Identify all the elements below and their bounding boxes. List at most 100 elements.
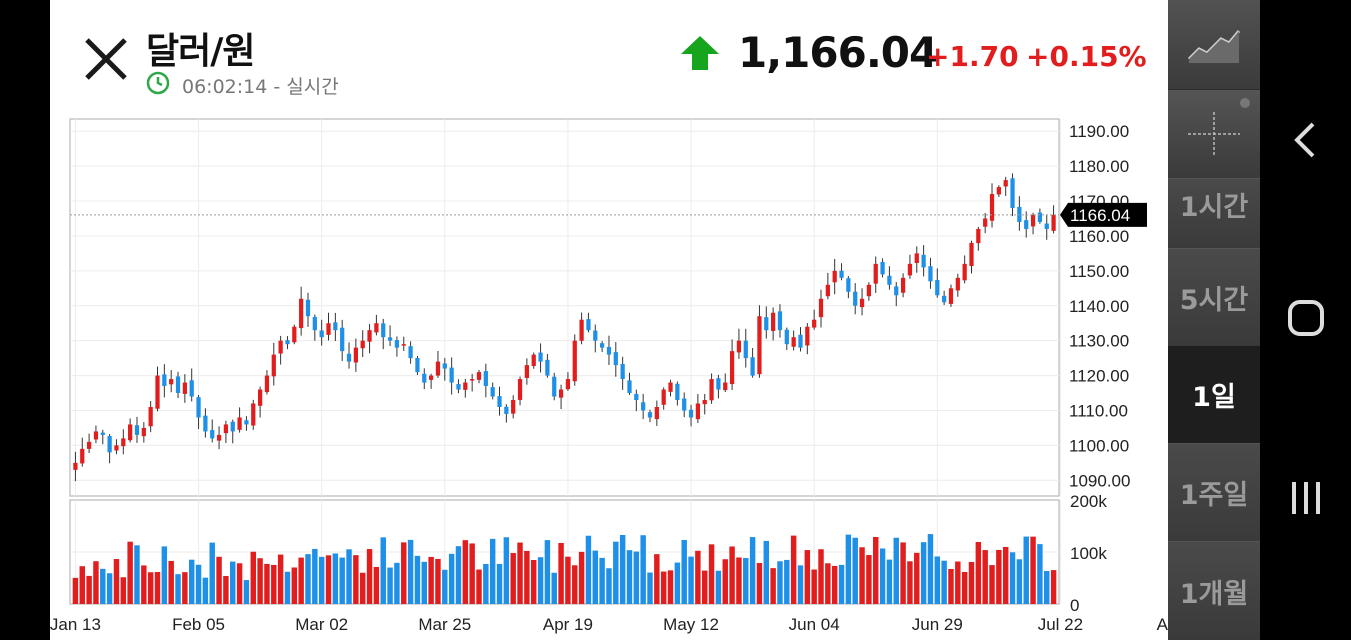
candle-body: [586, 319, 591, 331]
volume-bar: [866, 555, 872, 604]
candle-body: [565, 379, 571, 390]
volume-bar: [120, 577, 127, 604]
candle-body: [894, 286, 899, 296]
candle-body: [237, 417, 242, 430]
back-button[interactable]: [1260, 120, 1351, 160]
volume-bar: [401, 542, 407, 604]
volume-bar: [811, 569, 817, 604]
volume-bar: [100, 568, 106, 604]
candle-body: [702, 400, 707, 405]
current-price-tag: [1060, 202, 1147, 227]
volume-bar: [141, 565, 147, 604]
candle-body: [134, 425, 140, 435]
candle-body: [620, 363, 625, 380]
crosshair-button[interactable]: [1168, 90, 1260, 178]
volume-tick-label: 200k: [1070, 492, 1107, 511]
volume-bar: [790, 535, 797, 604]
volume-bar: [1002, 546, 1009, 604]
current-price: 1,166.04: [738, 28, 938, 77]
candle-body: [552, 376, 557, 397]
volume-bar: [195, 564, 202, 604]
volume-bar: [113, 559, 120, 604]
candle-body: [148, 406, 153, 427]
volume-bar: [859, 547, 865, 604]
volume-bar: [1050, 570, 1057, 604]
time-tick-label: Mar 25: [418, 615, 471, 634]
chart-svg[interactable]: 1190.001180.001170.001160.001150.001140.…: [0, 0, 1168, 640]
candle-body: [613, 352, 618, 366]
timeframe-5h-button[interactable]: 5시간: [1168, 248, 1260, 346]
candle-body: [141, 427, 146, 437]
volume-bar: [763, 540, 770, 604]
candle-body: [381, 323, 386, 338]
volume-bar: [387, 567, 393, 604]
volume-bar: [702, 570, 708, 604]
candle-body: [688, 409, 694, 418]
candle-body: [216, 434, 222, 441]
volume-bar: [968, 561, 975, 604]
volume-bar: [831, 565, 838, 604]
timeframe-1m-button[interactable]: 1개월: [1168, 541, 1260, 640]
candle-body: [360, 340, 365, 349]
volume-bar: [558, 542, 564, 604]
volume-bar: [428, 556, 434, 604]
candle-body: [1030, 214, 1036, 227]
time-tick-label: Mar 02: [295, 615, 348, 634]
volume-bar: [578, 551, 585, 604]
recents-button[interactable]: [1260, 478, 1351, 518]
price-tick-label: 1140.00: [1069, 297, 1129, 316]
timeframe-1h-button[interactable]: 1시간: [1168, 178, 1260, 248]
volume-bar: [414, 555, 421, 604]
chart-type-button[interactable]: [1168, 0, 1260, 89]
volume-bar: [667, 570, 674, 604]
price-plot-frame: [69, 118, 1060, 497]
volume-bar: [230, 561, 236, 604]
candle-body: [401, 344, 406, 346]
volume-bar: [537, 557, 544, 604]
candle-body: [784, 329, 789, 345]
candle-body: [319, 330, 324, 338]
candle-body: [442, 363, 447, 369]
candle-body: [305, 299, 311, 317]
volume-bar: [421, 561, 427, 604]
volume-bar: [797, 565, 804, 604]
candle-body: [805, 326, 810, 346]
system-nav-bar: [1260, 0, 1351, 640]
home-button[interactable]: [1260, 298, 1351, 338]
candle-body: [654, 406, 659, 420]
candle-body: [955, 277, 960, 291]
volume-bar: [271, 564, 277, 604]
volume-bar: [291, 567, 298, 604]
page-title: 달러/원: [146, 31, 256, 72]
volume-bar: [852, 537, 858, 604]
volume-bar: [380, 537, 386, 604]
volume-bar: [257, 558, 263, 604]
timeframe-1d-button[interactable]: 1일: [1168, 346, 1260, 443]
candle-body: [661, 389, 666, 405]
candle-body: [1010, 178, 1015, 209]
volume-bar: [551, 572, 557, 604]
close-icon[interactable]: [83, 36, 129, 82]
volume-bar: [688, 556, 694, 604]
volume-bar: [72, 577, 79, 604]
home-icon: [1287, 300, 1324, 336]
volume-bar: [182, 572, 188, 604]
volume-bar: [448, 553, 455, 604]
candle-body: [86, 441, 92, 449]
time-value: 06:02:14: [182, 76, 268, 98]
candle-body: [196, 397, 201, 418]
candle-body: [285, 340, 290, 345]
candle-body: [374, 323, 379, 333]
volume-bar: [93, 561, 99, 604]
volume-bar: [1044, 570, 1050, 604]
candle-body: [709, 379, 714, 401]
candle-body: [490, 387, 495, 397]
volume-bar: [483, 563, 489, 604]
up-arrow-icon: [681, 36, 719, 70]
volume-bar: [373, 566, 380, 604]
timeframe-1w-button[interactable]: 1주일: [1168, 443, 1260, 541]
volume-bar: [79, 566, 85, 604]
volume-bar: [264, 563, 270, 604]
candle-body: [483, 371, 488, 387]
candle-body: [647, 412, 653, 418]
